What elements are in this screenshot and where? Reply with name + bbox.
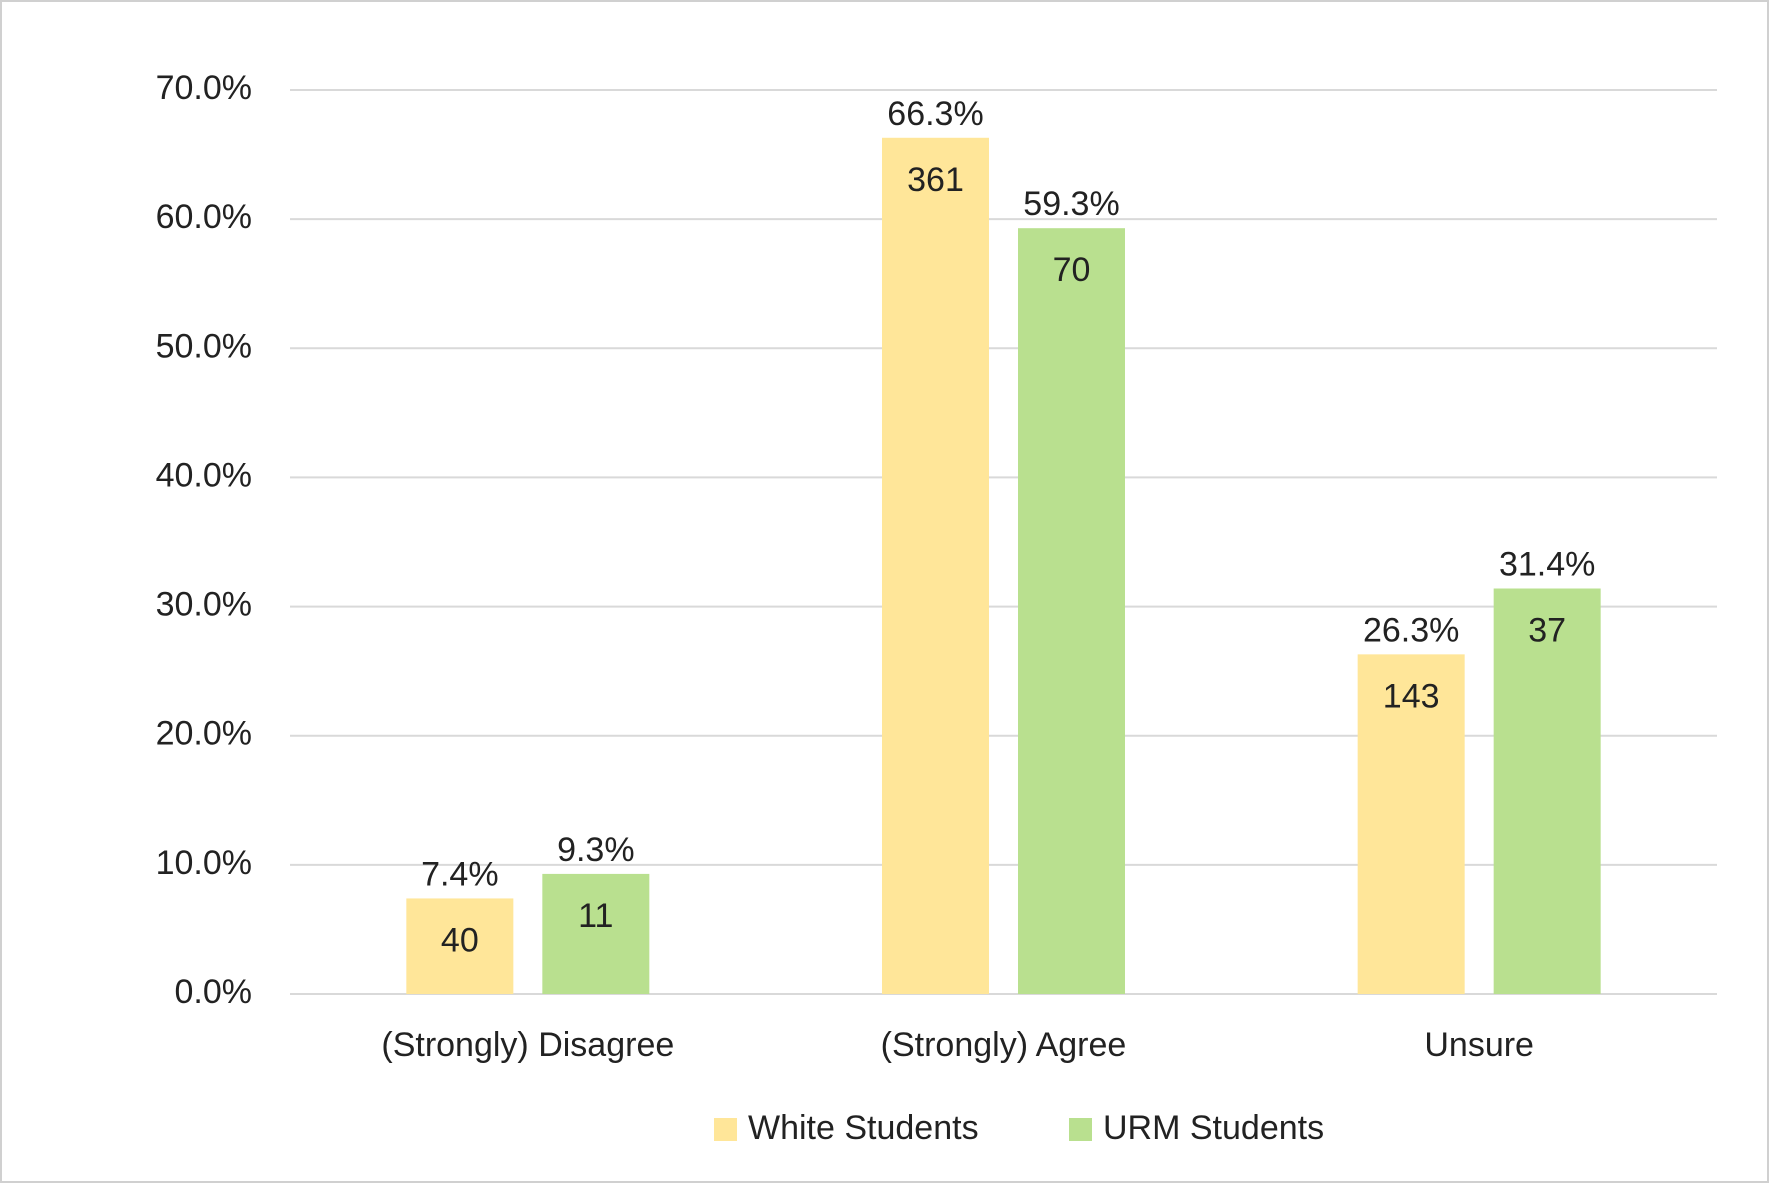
legend-label: URM Students	[1103, 1109, 1324, 1147]
legend-swatch	[1069, 1118, 1092, 1141]
legend-swatch	[714, 1118, 737, 1141]
x-tick-label: (Strongly) Disagree	[381, 1026, 674, 1064]
legend-label: White Students	[748, 1109, 979, 1147]
y-tick-label: 0.0%	[175, 973, 253, 1011]
y-tick-label: 10.0%	[156, 844, 252, 882]
value-label: 9.3%	[557, 831, 635, 869]
y-tick-label: 20.0%	[156, 715, 252, 753]
count-label: 70	[1053, 251, 1091, 289]
count-label: 361	[907, 161, 964, 199]
y-tick-label: 30.0%	[156, 586, 252, 624]
count-label: 37	[1528, 611, 1566, 649]
y-tick-label: 40.0%	[156, 456, 252, 494]
x-tick-label: (Strongly) Agree	[881, 1026, 1127, 1064]
x-tick-label: Unsure	[1424, 1026, 1534, 1064]
bar	[406, 898, 514, 994]
bar	[1357, 654, 1465, 994]
bar	[1018, 228, 1125, 994]
value-label: 59.3%	[1023, 185, 1119, 223]
y-tick-label: 60.0%	[156, 198, 252, 236]
y-tick-label: 50.0%	[156, 327, 252, 365]
count-label: 11	[578, 897, 613, 935]
count-label: 143	[1383, 677, 1440, 715]
value-label: 7.4%	[421, 855, 499, 893]
count-label: 40	[441, 921, 479, 959]
bar	[1493, 588, 1601, 994]
bar	[542, 873, 650, 994]
bar	[882, 137, 989, 995]
value-label: 31.4%	[1499, 545, 1595, 583]
y-tick-label: 70.0%	[156, 69, 252, 107]
value-label: 26.3%	[1363, 611, 1459, 649]
value-label: 66.3%	[887, 95, 983, 133]
